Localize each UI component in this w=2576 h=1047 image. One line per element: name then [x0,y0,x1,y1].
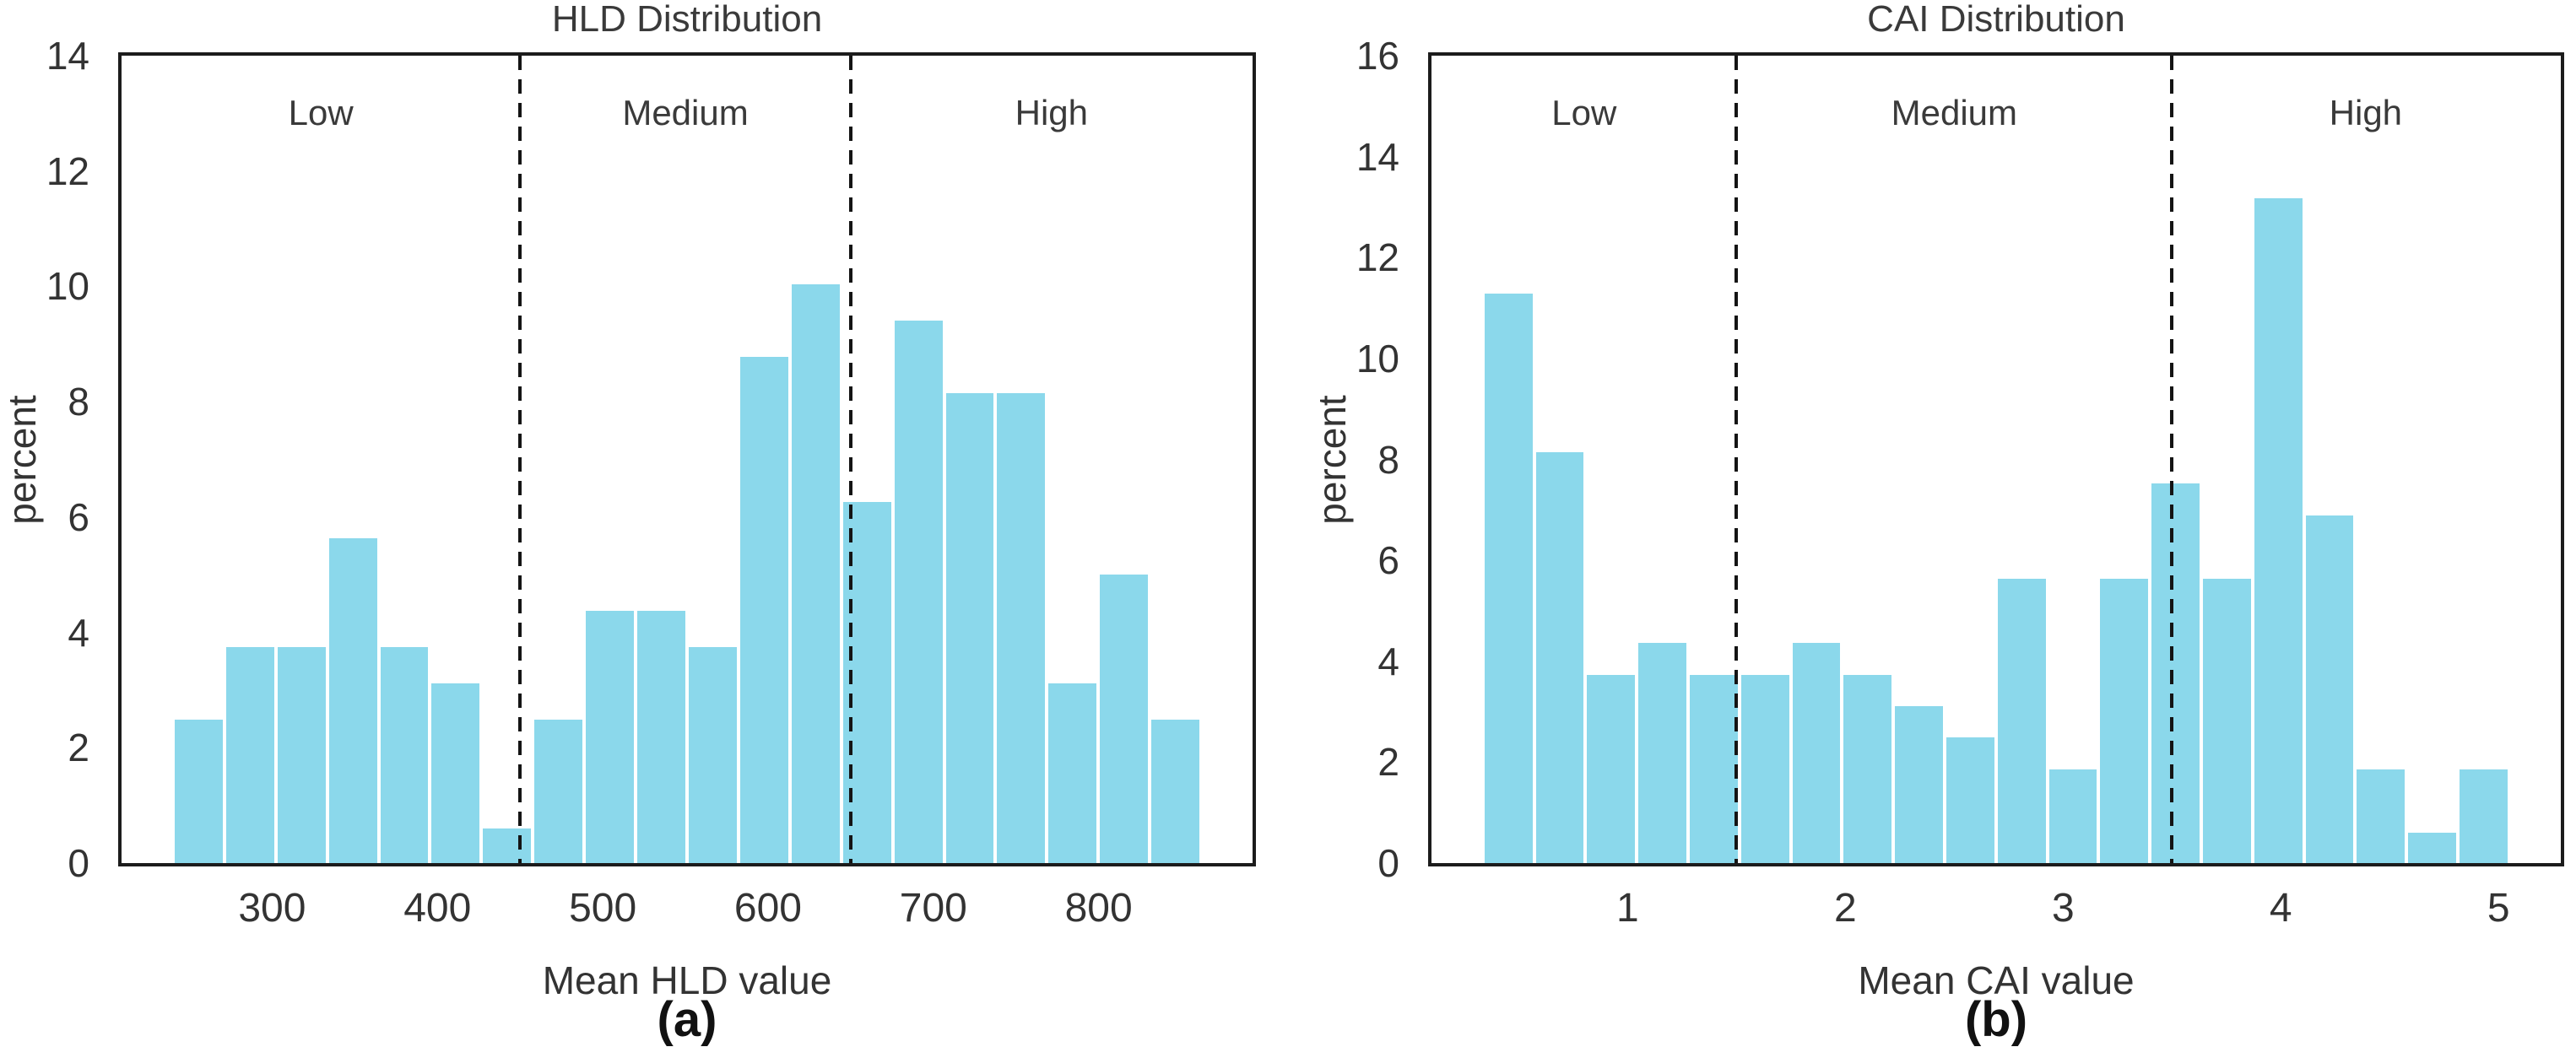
histogram-bar [481,826,533,863]
histogram-bar [224,645,276,863]
histogram-bar [430,682,482,863]
y-axis-title: percent [1310,394,1354,525]
region-label-medium: Medium [1891,93,2018,132]
y-tick-label: 10 [1356,336,1399,380]
histogram-bar [2150,482,2202,863]
x-tick-label: 4 [2269,886,2292,931]
histogram-bar [995,391,1047,863]
x-tick-label: 400 [403,886,472,931]
histogram-bar [2047,767,2099,863]
x-tick-label: 600 [733,886,802,931]
histogram-bar [2252,196,2304,863]
histogram-bar [1098,573,1150,863]
region-label-low: Low [288,93,354,132]
threshold-dashed-line [848,56,852,863]
histogram-bar [687,645,739,863]
x-axis-title: Mean CAI value [1858,958,2135,1002]
histogram-bar [1047,682,1099,863]
y-tick-label: 14 [1356,134,1399,179]
histogram-bar [636,609,687,863]
y-tick-label: 6 [68,494,89,539]
histogram-bar [2458,767,2509,863]
chart-title: HLD Distribution [551,0,823,40]
hld-distribution-chart: HLD Distribution percent Mean HLD value (a)… [0,0,1256,1047]
histogram-bar [944,391,996,863]
histogram-bar [584,609,636,863]
y-tick-label: 10 [46,264,89,309]
threshold-dashed-line [518,56,522,863]
histogram-bar [1739,672,1791,863]
histogram-bar [1995,577,2048,863]
y-tick-label: 12 [1356,235,1399,280]
y-tick-label: 2 [68,726,89,770]
histogram-bar [892,319,944,863]
x-tick-label: 700 [899,886,967,931]
histogram-bar [378,645,430,863]
y-tick-label: 8 [1377,437,1399,482]
x-tick-label: 800 [1064,886,1133,931]
histogram-bar [1945,736,1996,863]
histogram-bar [1893,704,1946,863]
region-label-high: High [2329,93,2403,132]
histogram-bar [1688,672,1740,863]
y-tick-label: 16 [1356,34,1399,78]
y-tick-label: 14 [46,34,89,78]
y-tick-label: 2 [1377,740,1399,785]
subfigure-caption: (a) [657,992,717,1047]
threshold-dashed-line [1734,56,1739,863]
histogram-bar [789,283,842,863]
y-axis-title: percent [0,394,44,525]
histogram-bar [1482,291,1534,863]
chart-title: CAI Distribution [1867,0,2125,40]
region-label-medium: Medium [622,93,749,132]
y-tick-label: 4 [68,610,89,655]
cai-distribution-chart: CAI Distribution percent Mean CAI value (b)… [1310,0,2564,1047]
histogram-bar [533,717,585,863]
y-tick-label: 12 [46,148,89,193]
subfigure-caption: (b) [1964,992,2028,1047]
histogram-bar [275,645,327,863]
region-label-low: Low [1551,93,1617,132]
x-tick-label: 300 [238,886,306,931]
histogram-bar [327,537,379,863]
x-tick-label: 2 [1834,886,1857,931]
histogram-bar [1150,717,1202,863]
histogram-bar [738,354,790,863]
x-tick-label: 1 [1616,886,1639,931]
y-tick-label: 6 [1377,538,1399,583]
histogram-bar [2201,577,2253,863]
histogram-bar [2355,767,2407,863]
histogram-bar [1790,640,1843,863]
region-label-high: High [1015,93,1089,132]
x-tick-label: 3 [2051,886,2075,931]
x-axis-title: Mean HLD value [542,958,832,1002]
histogram-bar [1534,450,1586,863]
y-tick-label: 0 [68,841,89,885]
y-tick-label: 4 [1377,639,1399,683]
y-tick-label: 8 [68,380,89,424]
histogram-bar [1637,640,1689,863]
histogram-bar [2303,514,2356,863]
x-tick-label: 500 [569,886,637,931]
histogram-bar [1842,672,1894,863]
histogram-bar [2406,831,2459,863]
histogram-bar [2098,577,2151,863]
x-tick-label: 5 [2487,886,2510,931]
threshold-dashed-line [2170,56,2174,863]
histogram-bar [1585,672,1637,863]
histogram-bar [172,717,225,863]
y-tick-label: 0 [1377,841,1399,885]
